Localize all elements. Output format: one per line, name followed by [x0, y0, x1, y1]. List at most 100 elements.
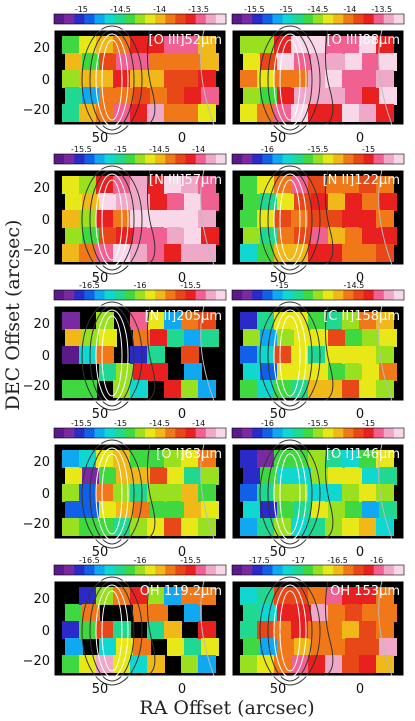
contour-line	[81, 165, 143, 275]
map-pixel	[147, 176, 165, 194]
map-pixel	[274, 70, 292, 88]
map-pixel	[325, 104, 343, 122]
map-pixel	[325, 312, 343, 330]
colorbar-swatch	[175, 290, 187, 300]
colorbar-swatch	[232, 565, 243, 575]
contour-line	[273, 33, 307, 127]
contour-line	[200, 580, 215, 677]
map-pixel	[99, 87, 117, 105]
colorbar-swatch	[353, 565, 365, 575]
map-pixel	[147, 104, 165, 122]
contour-line	[259, 576, 321, 686]
colorbar-frame	[231, 427, 405, 439]
map-pixel	[328, 501, 346, 519]
map-pixel	[201, 193, 219, 211]
map-pixel	[311, 53, 329, 71]
map-panel: -15.5 -15 -14.5 -14 -13.5 [O III]88μm 50 0	[231, 5, 405, 146]
map-pixel	[184, 53, 202, 71]
colorbar-tick-label: -17	[292, 556, 305, 565]
colorbar-tick-label: -17.5	[249, 556, 270, 565]
map-pixel	[184, 87, 202, 105]
map-pixel	[181, 36, 199, 54]
x-tick-label: 0	[178, 271, 186, 286]
contour-line	[200, 29, 215, 126]
colorbar-frame	[53, 289, 227, 301]
map-pixel	[240, 104, 258, 122]
y-tick-label: 20	[33, 41, 50, 56]
contour-line	[95, 33, 129, 127]
colorbar-swatch	[175, 154, 187, 164]
map-pixel	[257, 346, 275, 364]
contour-line	[200, 443, 215, 540]
contour-line	[323, 443, 334, 540]
map-pixel	[65, 467, 83, 485]
map-pixel	[167, 329, 185, 347]
map-pixel	[201, 53, 219, 71]
map-pixel	[201, 467, 219, 485]
contour-line	[81, 25, 143, 135]
map-pixel	[376, 244, 394, 262]
map-pixel	[181, 210, 199, 228]
map-pixel	[240, 484, 258, 502]
colorbar-swatch	[333, 428, 344, 438]
contour-line	[378, 305, 393, 402]
map-pixel	[240, 655, 258, 673]
x-tick-label: 50	[270, 545, 287, 560]
map-pixel	[342, 621, 360, 639]
x-tick-label: 0	[178, 545, 186, 560]
colorbar-swatch	[74, 565, 85, 575]
map-pixel	[62, 380, 80, 398]
contour-line	[95, 584, 129, 678]
x-tick-label: 50	[270, 407, 287, 422]
map-pixel	[130, 176, 148, 194]
map-panel: -16.5 -16 -15.5 [N II]205μm 20 0 −20 50 0	[23, 281, 227, 422]
map-pixel	[308, 518, 326, 536]
colorbar-swatch	[383, 428, 395, 438]
map-frame	[231, 305, 405, 402]
panel-title: OH 153μm	[330, 584, 400, 599]
colorbar-swatch	[353, 290, 365, 300]
colorbar-swatch	[74, 428, 85, 438]
map-pixel	[376, 176, 394, 194]
map-pixel	[277, 87, 295, 105]
colorbar-swatch	[343, 428, 354, 438]
map-pixel	[243, 467, 261, 485]
map-pixel	[65, 193, 83, 211]
map-pixel	[130, 312, 148, 330]
map-pixel	[243, 501, 261, 519]
colorbar-swatch	[363, 290, 375, 300]
map-pixel	[99, 193, 117, 211]
map-pixel	[164, 36, 182, 54]
map-pixel	[257, 210, 275, 228]
map-pixel	[198, 244, 216, 262]
map-pixel	[325, 484, 343, 502]
colorbar-swatch	[205, 290, 217, 300]
colorbar-swatch	[165, 14, 176, 24]
map-pixel	[130, 380, 148, 398]
colorbar-tick-label: -16.5	[79, 556, 100, 565]
map-pixel	[133, 193, 151, 211]
map-pixel	[147, 518, 165, 536]
map-pixel	[345, 193, 363, 211]
map-pixel	[164, 176, 182, 194]
colorbar-swatch	[215, 14, 227, 24]
map-pixel	[308, 176, 326, 194]
map-pixel	[96, 518, 114, 536]
map-pixel	[311, 467, 329, 485]
map-pixel	[130, 346, 148, 364]
map-pixel	[79, 210, 97, 228]
contour-line	[95, 447, 129, 541]
map-pixel	[184, 638, 202, 656]
colorbar-swatch	[134, 565, 146, 575]
map-pixel	[240, 380, 258, 398]
y-tick-label: 20	[33, 181, 50, 196]
colorbar-tick-label: -15.5	[244, 5, 265, 14]
x-tick-label: 50	[92, 682, 109, 697]
contour-line	[378, 169, 393, 266]
colorbar-tick-label: -15.5	[180, 556, 201, 565]
map-pixel	[62, 312, 80, 330]
colorbar-tick-label: -14	[192, 419, 205, 428]
colorbar-swatch	[312, 565, 324, 575]
map-pixel	[311, 501, 329, 519]
